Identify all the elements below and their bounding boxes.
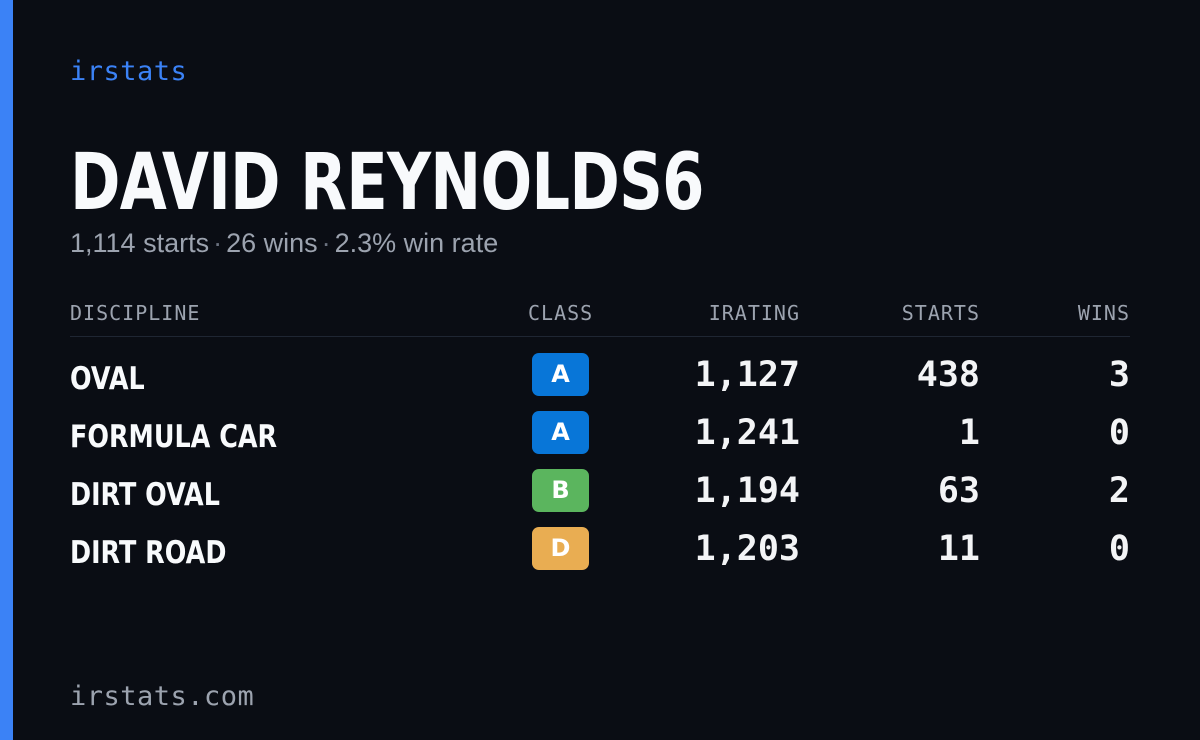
table-header: DISCIPLINE CLASS IRATING STARTS WINS: [70, 296, 1130, 337]
wins-value: 3: [1108, 355, 1130, 395]
discipline-label: OVAL: [70, 361, 145, 397]
brand-logo: irstats: [70, 56, 188, 87]
summary-starts: 1,114 starts: [70, 228, 210, 258]
summary-win-rate: 2.3% win rate: [334, 228, 499, 258]
header-class: CLASS: [528, 301, 594, 325]
discipline-label: DIRT ROAD: [70, 535, 227, 571]
header-wins: WINS: [1077, 301, 1130, 325]
header-irating: IRATING: [708, 301, 800, 325]
table-row: FORMULA CAR A 1,241 1 0: [70, 411, 1130, 469]
starts-value: 1: [958, 413, 980, 453]
starts-value: 438: [916, 355, 980, 395]
irating-value: 1,203: [694, 529, 800, 569]
discipline-label: DIRT OVAL: [70, 477, 220, 513]
summary-separator: ·: [321, 228, 331, 258]
wins-value: 0: [1108, 413, 1130, 453]
accent-bar: [0, 0, 13, 740]
discipline-label: FORMULA CAR: [70, 419, 278, 455]
wins-value: 2: [1108, 471, 1130, 511]
irating-value: 1,241: [694, 413, 800, 453]
class-badge: D: [532, 527, 589, 570]
starts-value: 11: [937, 529, 980, 569]
table-row: OVAL A 1,127 438 3: [70, 353, 1130, 411]
discipline-stats-table: DISCIPLINE CLASS IRATING STARTS WINS OVA…: [70, 296, 1130, 585]
starts-value: 63: [937, 471, 980, 511]
table-row: DIRT OVAL B 1,194 63 2: [70, 469, 1130, 527]
class-badge: A: [532, 353, 589, 396]
class-badge: B: [532, 469, 589, 512]
summary-separator: ·: [213, 228, 223, 258]
wins-value: 0: [1108, 529, 1130, 569]
header-starts: STARTS: [901, 301, 980, 325]
driver-summary: 1,114 starts · 26 wins · 2.3% win rate: [70, 228, 498, 259]
class-badge: A: [532, 411, 589, 454]
header-discipline: DISCIPLINE: [70, 301, 201, 325]
irating-value: 1,194: [694, 471, 800, 511]
table-row: DIRT ROAD D 1,203 11 0: [70, 527, 1130, 585]
driver-name: DAVID REYNOLDS6: [70, 138, 704, 228]
table-body: OVAL A 1,127 438 3 FORMULA CAR A 1,241 1…: [70, 337, 1130, 585]
summary-wins: 26 wins: [226, 228, 318, 258]
footer-url[interactable]: irstats.com: [70, 681, 255, 712]
irating-value: 1,127: [694, 355, 800, 395]
